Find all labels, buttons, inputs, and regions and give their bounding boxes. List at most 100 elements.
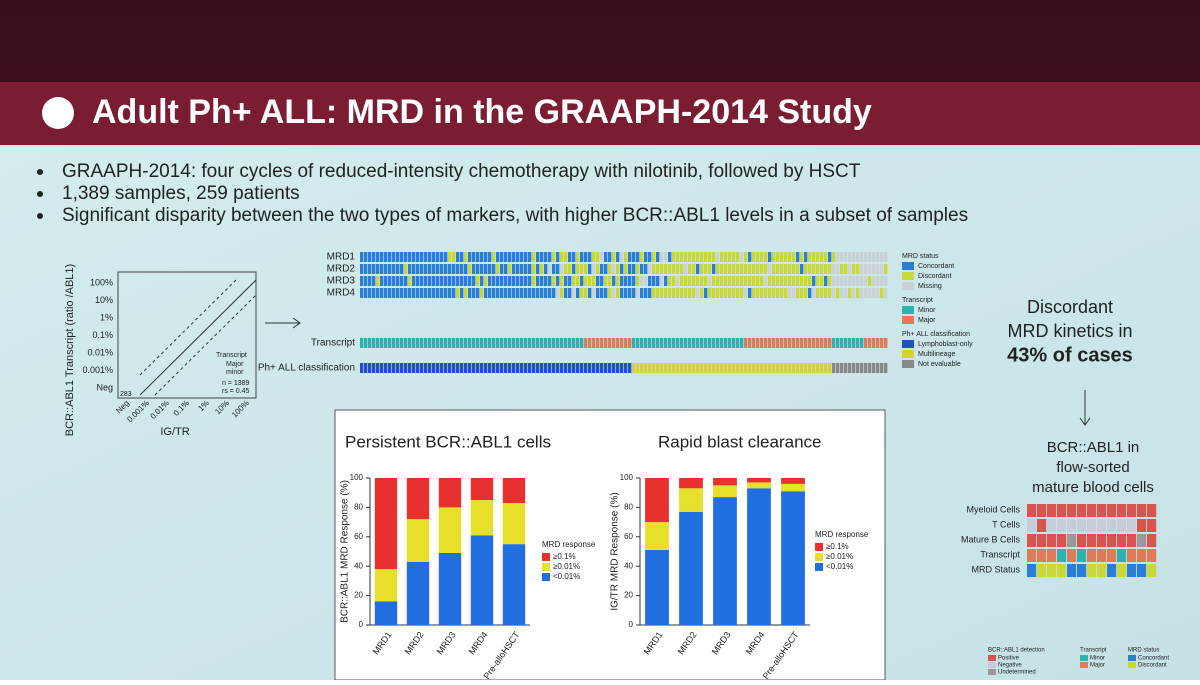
heatmap-cell (856, 288, 860, 298)
heatmap-cell (824, 288, 828, 298)
heatmap-cell (672, 338, 676, 348)
heatmap-cell (480, 363, 484, 373)
heatmap-cell (836, 252, 840, 262)
heatmap-cell (512, 363, 516, 373)
heatmap-cell (636, 363, 640, 373)
heatmap-cell (460, 252, 464, 262)
heatmap-cell (396, 363, 400, 373)
heatmap-cell (552, 264, 556, 274)
heatmap-cell (688, 252, 692, 262)
heatmap-cell (680, 338, 684, 348)
heatmap-cell (1047, 504, 1057, 517)
heatmap-cell (736, 363, 740, 373)
heatmap-cell (1137, 534, 1147, 547)
heatmap-cell (784, 288, 788, 298)
heatmap-cell (852, 264, 856, 274)
heatmap-cell (688, 276, 692, 286)
heatmap-cell (464, 252, 468, 262)
flow-title: flow-sorted (1056, 459, 1129, 476)
heatmap-cell (860, 288, 864, 298)
heatmap-cell (800, 264, 804, 274)
heatmap-cell (448, 276, 452, 286)
heatmap-cell (484, 276, 488, 286)
legend-swatch (815, 563, 823, 571)
heatmap-cell (804, 338, 808, 348)
heatmap-cell (708, 288, 712, 298)
legend-item: Discordant (1138, 663, 1167, 669)
heatmap-cell (696, 363, 700, 373)
heatmap-cell (1047, 564, 1057, 577)
heatmap-cell (848, 276, 852, 286)
heatmap-cell (432, 252, 436, 262)
heatmap-cell (360, 363, 364, 373)
heatmap-cell (676, 363, 680, 373)
heatmap-cell (648, 252, 652, 262)
callout-text: MRD kinetics in (1007, 321, 1132, 341)
heatmap-cell (680, 264, 684, 274)
heatmap-cell (560, 363, 564, 373)
heatmap-cell (548, 276, 552, 286)
heatmap-cell (748, 276, 752, 286)
heatmap-cell (624, 338, 628, 348)
heatmap-cell (576, 338, 580, 348)
heatmap-cell (792, 363, 796, 373)
y-tick-label: 100% (90, 277, 113, 287)
heatmap-cell (700, 252, 704, 262)
legend-title: Transcript (902, 297, 933, 304)
heatmap-cell (408, 276, 412, 286)
row-label: Mature B Cells (961, 534, 1021, 544)
legend-swatch (542, 573, 550, 581)
heatmap-cell (860, 363, 864, 373)
heatmap-cell (880, 252, 884, 262)
heatmap-cell (620, 288, 624, 298)
heatmap-cell (468, 288, 472, 298)
y-tick-label: 60 (354, 532, 363, 541)
heatmap-cell (576, 264, 580, 274)
heatmap-cell (724, 288, 728, 298)
heatmap-cell (412, 252, 416, 262)
heatmap-cell (592, 338, 596, 348)
heatmap-cell (704, 276, 708, 286)
heatmap-cell (752, 276, 756, 286)
heatmap-cell (1067, 504, 1077, 517)
heatmap-cell (884, 264, 888, 274)
heatmap-cell (840, 363, 844, 373)
heatmap-cell (852, 338, 856, 348)
legend-item: ≥0.1% (553, 552, 576, 561)
heatmap-cell (880, 338, 884, 348)
bar-segment (470, 478, 494, 501)
heatmap-cell (816, 288, 820, 298)
heatmap-cell (540, 288, 544, 298)
heatmap-cell (588, 338, 592, 348)
heatmap-cell (412, 276, 416, 286)
heatmap-cell (504, 252, 508, 262)
heatmap-cell (1057, 564, 1067, 577)
heatmap-cell (836, 288, 840, 298)
heatmap-cell (756, 288, 760, 298)
heatmap-cell (496, 252, 500, 262)
heatmap-cell (724, 264, 728, 274)
y-tick-label: 0.01% (87, 347, 113, 357)
bar-segment (502, 502, 526, 545)
heatmap-cell (524, 288, 528, 298)
heatmap-cell (524, 363, 528, 373)
heatmap-cell (460, 363, 464, 373)
heatmap-cell (592, 363, 596, 373)
heatmap-cell (1127, 549, 1137, 562)
heatmap-cell (516, 264, 520, 274)
heatmap-cell (732, 338, 736, 348)
heatmap-cell (776, 264, 780, 274)
heatmap-cell (384, 288, 388, 298)
heatmap-cell (768, 288, 772, 298)
heatmap-cell (1117, 549, 1127, 562)
flow-title: mature blood cells (1032, 479, 1154, 496)
heatmap-cell (1037, 519, 1047, 532)
heatmap-cell (856, 363, 860, 373)
heatmap-cell (592, 288, 596, 298)
heatmap-cell (876, 264, 880, 274)
bar-segment (406, 478, 430, 520)
heatmap-cell (696, 264, 700, 274)
heatmap-cell (460, 288, 464, 298)
heatmap-cell (580, 338, 584, 348)
heatmap-cell (1027, 564, 1037, 577)
